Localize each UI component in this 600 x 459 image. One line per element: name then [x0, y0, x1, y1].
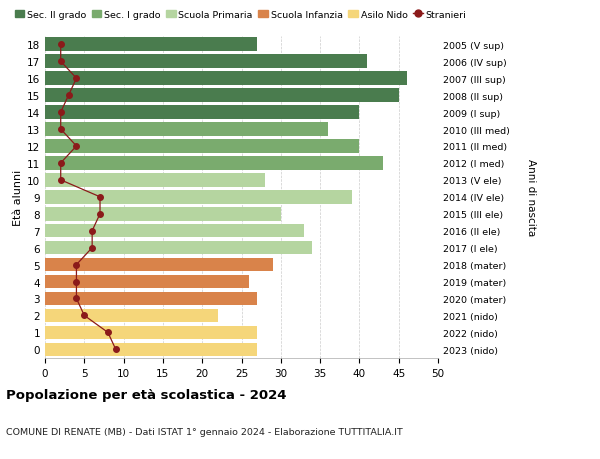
Bar	[45, 174, 265, 187]
Bar	[45, 343, 257, 356]
Y-axis label: Anni di nascita: Anni di nascita	[526, 159, 536, 236]
Bar	[45, 89, 398, 103]
Bar	[45, 140, 359, 153]
Bar	[45, 190, 352, 204]
Bar	[45, 241, 312, 255]
Bar	[45, 309, 218, 323]
Bar	[45, 207, 281, 221]
Text: Popolazione per età scolastica - 2024: Popolazione per età scolastica - 2024	[6, 388, 287, 401]
Bar	[45, 72, 407, 86]
Y-axis label: Età alunni: Età alunni	[13, 169, 23, 225]
Bar	[45, 56, 367, 69]
Bar	[45, 326, 257, 339]
Bar	[45, 258, 273, 272]
Bar	[45, 224, 304, 238]
Bar	[45, 106, 359, 120]
Bar	[45, 275, 250, 289]
Bar	[45, 123, 328, 136]
Bar	[45, 39, 257, 52]
Bar	[45, 157, 383, 170]
Bar	[45, 292, 257, 306]
Text: COMUNE DI RENATE (MB) - Dati ISTAT 1° gennaio 2024 - Elaborazione TUTTITALIA.IT: COMUNE DI RENATE (MB) - Dati ISTAT 1° ge…	[6, 427, 403, 436]
Legend: Sec. II grado, Sec. I grado, Scuola Primaria, Scuola Infanzia, Asilo Nido, Stran: Sec. II grado, Sec. I grado, Scuola Prim…	[11, 7, 470, 23]
